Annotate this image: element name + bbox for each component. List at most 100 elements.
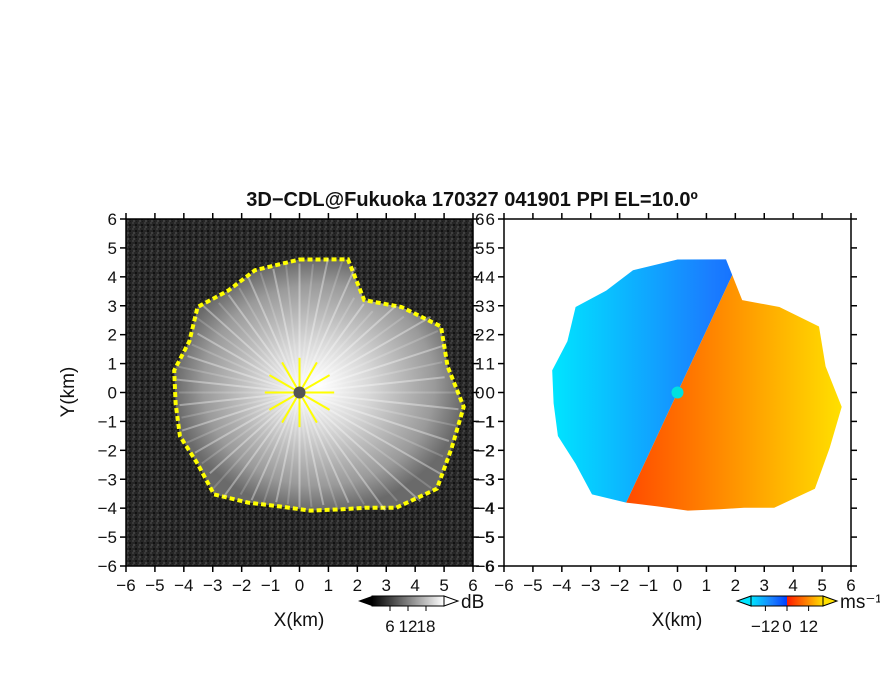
- snr-x-tick-label: −3: [203, 576, 222, 595]
- snr-y-tick-label-right: −5: [475, 528, 494, 547]
- snr-y-axis-label: Y(km): [58, 367, 79, 418]
- velocity-y-tick-label: 0: [486, 384, 495, 403]
- snr-streak: [298, 391, 387, 512]
- snr-streak: [298, 392, 313, 508]
- snr-x-tick-label: 4: [410, 576, 419, 595]
- snr-y-tick-label-right: −2: [475, 441, 494, 460]
- velocity-y-tick-label: 1: [486, 355, 495, 374]
- velocity-colorbar-right-arrow: [822, 595, 839, 607]
- snr-streak: [299, 391, 444, 458]
- snr-colorbar-bar: [371, 595, 445, 607]
- snr-y-tick-label: −3: [98, 470, 117, 489]
- snr-y-tick-label: 2: [108, 326, 117, 345]
- snr-y-tick-label-right: 5: [475, 239, 484, 258]
- snr-y-tick-label: 6: [108, 210, 117, 229]
- velocity-x-tick-label: 1: [702, 576, 711, 595]
- snr-streak: [202, 305, 301, 394]
- snr-x-tick-label: −1: [261, 576, 280, 595]
- velocity-y-tick-label: −2: [476, 441, 495, 460]
- snr-streak: [298, 264, 314, 393]
- velocity-x-tick-label: −1: [639, 576, 658, 595]
- snr-y-tick-label: 3: [108, 297, 117, 316]
- velocity-colorbar-tick-label: 12: [799, 617, 818, 636]
- snr-colorbar-left-arrow: [358, 596, 372, 606]
- velocity-y-tick-label: 5: [486, 239, 495, 258]
- snr-y-tick-label: −2: [98, 441, 117, 460]
- snr-streak: [298, 266, 357, 393]
- snr-streak: [194, 315, 301, 394]
- snr-x-tick-label: 0: [295, 576, 304, 595]
- snr-streak: [178, 365, 300, 394]
- snr-streak: [227, 294, 301, 394]
- velocity-y-tick-label: −5: [476, 528, 495, 547]
- snr-streak: [209, 391, 301, 474]
- velocity-x-tick-label: 5: [817, 576, 826, 595]
- velocity-x-tick-label: 6: [846, 576, 855, 595]
- snr-colorbar: 6 12 18 dB: [358, 592, 484, 636]
- velocity-colorbar-tick-label: 0: [782, 617, 791, 636]
- snr-streak: [298, 305, 397, 394]
- snr-x-tick-label: −2: [232, 576, 251, 595]
- velocity-x-tick-label: 3: [760, 576, 769, 595]
- velocity-x-axis-label: X(km): [652, 610, 703, 631]
- snr-streak: [259, 272, 301, 393]
- snr-x-tick-label: 1: [324, 576, 333, 595]
- snr-streak: [212, 391, 301, 490]
- snr-y-tick-label: 0: [108, 384, 117, 403]
- snr-panel: [125, 218, 474, 567]
- snr-streak: [286, 392, 301, 505]
- snr-streak: [299, 391, 457, 427]
- snr-x-tick-label: −4: [174, 576, 193, 595]
- snr-streak: [186, 391, 300, 444]
- snr-streak: [298, 391, 422, 503]
- velocity-panel: [503, 218, 852, 567]
- velocity-y-tick-label: −4: [476, 499, 495, 518]
- snr-y-tick-label-right: −3: [475, 470, 494, 489]
- velocity-colorbar-left-arrow: [735, 595, 752, 607]
- velocity-colorbar-tick-label: −12: [751, 617, 780, 636]
- snr-streak: [298, 392, 338, 508]
- velocity-x-tick-label: −2: [610, 576, 629, 595]
- snr-colorbar-tick-label: 6: [385, 617, 394, 636]
- snr-echo-area: [172, 257, 466, 513]
- snr-y-tick-label: −6: [98, 557, 117, 576]
- snr-y-tick-label-right: 6: [475, 210, 484, 229]
- snr-streak: [191, 343, 300, 394]
- snr-y-tick-label: 4: [108, 268, 117, 287]
- snr-streak: [187, 355, 300, 394]
- snr-y-tick-label: 1: [108, 355, 117, 374]
- snr-streak: [272, 268, 301, 393]
- velocity-y-tick-label: −3: [476, 470, 495, 489]
- snr-streak: [218, 302, 301, 394]
- velocity-colorbar-unit: ms⁻¹: [840, 592, 880, 613]
- velocity-x-tick-label: −3: [581, 576, 600, 595]
- snr-y-tick-label-right: −6: [475, 557, 494, 576]
- snr-streak: [298, 391, 432, 489]
- snr-colorbar-unit: dB: [461, 592, 484, 613]
- velocity-colorbar-bar: [750, 595, 824, 607]
- snr-streak: [201, 391, 301, 465]
- snr-y-tick-label-right: −4: [475, 499, 494, 518]
- snr-x-tick-label: 5: [439, 576, 448, 595]
- velocity-x-tick-label: 4: [788, 576, 797, 595]
- snr-colorbar-tick-label: 18: [417, 617, 436, 636]
- snr-y-tick-label: 5: [108, 239, 117, 258]
- snr-x-tick-label: 6: [468, 576, 477, 595]
- velocity-x-tick-label: 0: [673, 576, 682, 595]
- snr-streak: [179, 391, 300, 407]
- snr-y-tick-label: −1: [98, 412, 117, 431]
- snr-streak: [299, 391, 450, 442]
- velocity-x-tick-label: −4: [552, 576, 571, 595]
- velocity-x-tick-label: −5: [523, 576, 542, 595]
- snr-streak: [298, 392, 350, 504]
- snr-y-tick-label: −4: [98, 499, 117, 518]
- snr-streak: [299, 391, 459, 411]
- snr-streak: [247, 276, 301, 393]
- velocity-x-tick-label: −6: [494, 576, 513, 595]
- snr-streak: [298, 391, 398, 502]
- velocity-y-tick-label: −6: [476, 557, 495, 576]
- snr-streak: [262, 392, 301, 505]
- snr-colorbar-right-arrow: [443, 595, 460, 607]
- snr-streak: [298, 310, 374, 394]
